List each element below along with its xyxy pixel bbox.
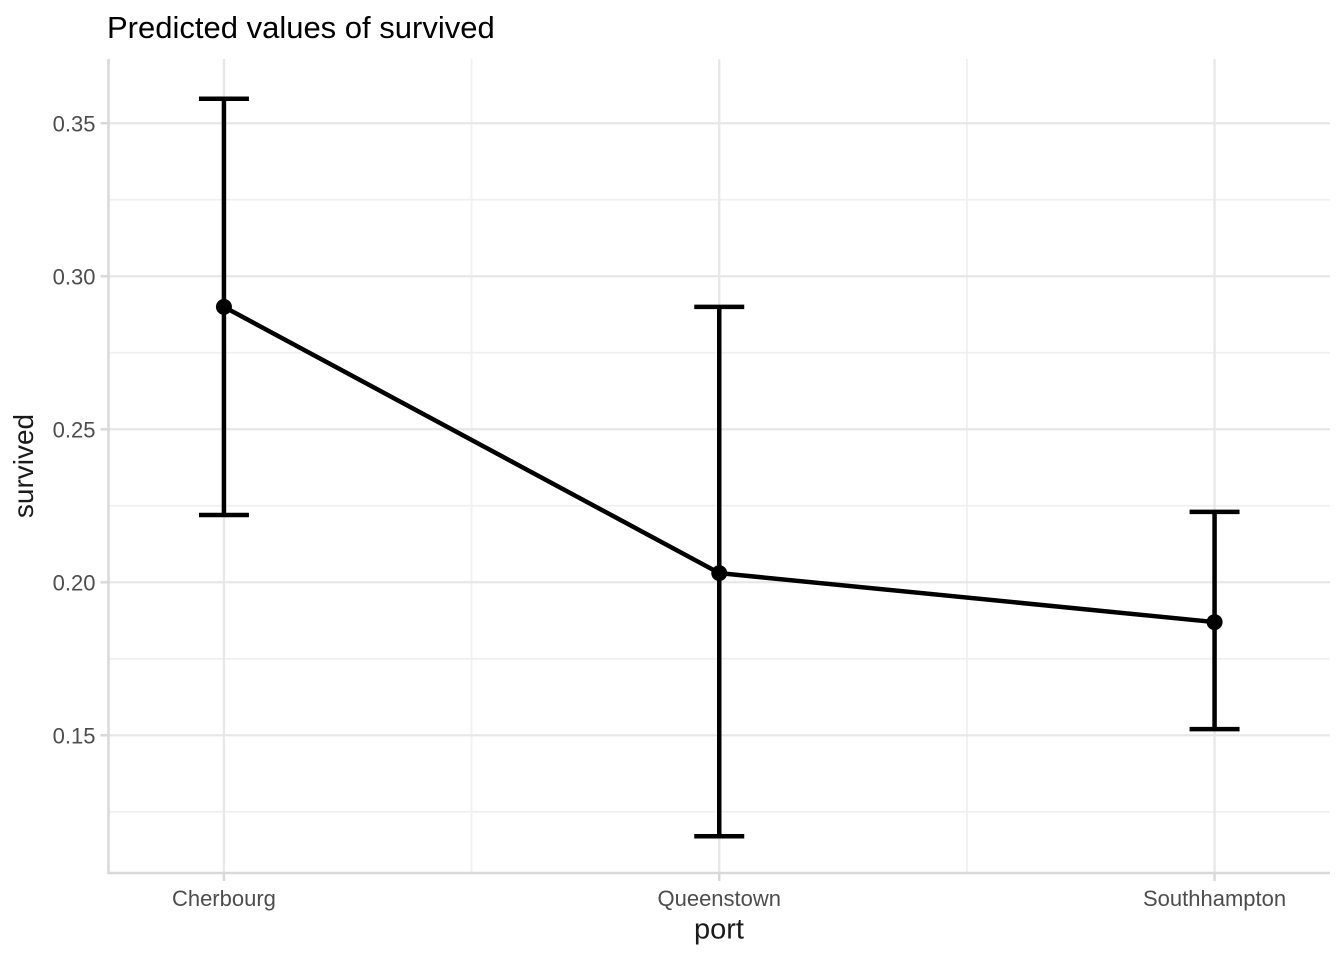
data-point xyxy=(711,565,728,582)
plot-title: Predicted values of survived xyxy=(107,10,495,45)
y-tick-label: 0.15 xyxy=(53,723,96,748)
y-tick-label: 0.30 xyxy=(53,264,96,289)
y-tick-label: 0.35 xyxy=(53,111,96,136)
y-tick-label: 0.20 xyxy=(53,570,96,595)
x-tick-label: Southhampton xyxy=(1143,886,1286,911)
y-axis-title: survived xyxy=(8,413,39,519)
x-axis-title: port xyxy=(694,913,744,946)
data-point xyxy=(1206,614,1223,631)
x-tick-label: Cherbourg xyxy=(172,886,276,911)
x-tick-label: Queenstown xyxy=(657,886,781,911)
y-tick-label: 0.25 xyxy=(53,417,96,442)
data-point xyxy=(215,298,232,315)
